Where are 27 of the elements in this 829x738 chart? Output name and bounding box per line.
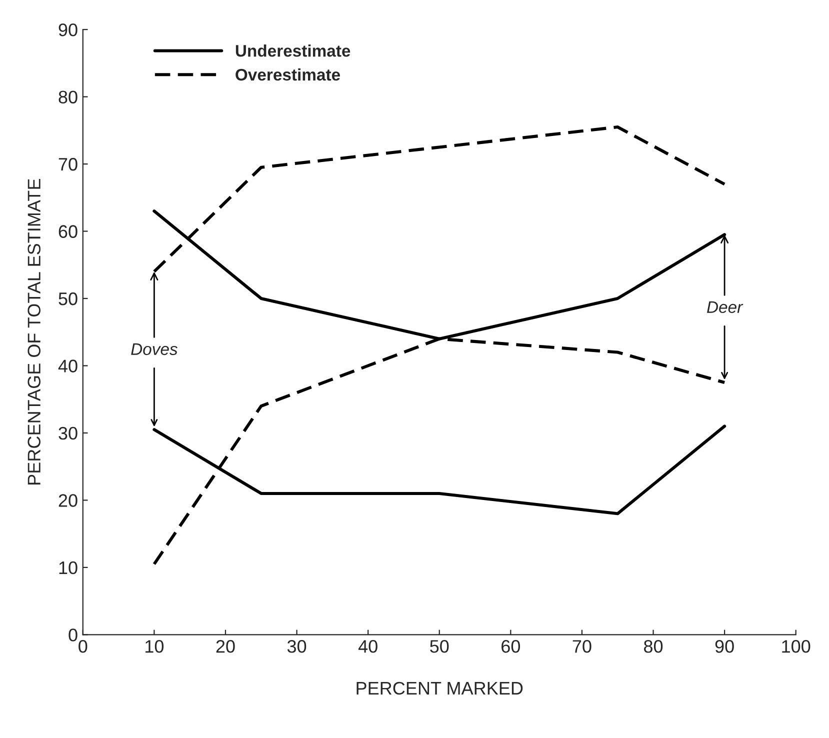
y-tick-label: 80 <box>58 90 78 104</box>
legend-label: Overestimate <box>236 68 340 81</box>
x-tick-label: 50 <box>430 640 449 653</box>
x-tick-label: 20 <box>216 640 235 653</box>
x-tick-label: 90 <box>715 640 734 653</box>
x-tick-label: 40 <box>358 640 378 653</box>
x-axis-title: PERCENT MARKED <box>356 682 523 695</box>
y-tick-label: 70 <box>58 158 78 171</box>
y-axis-title: PERCENTAGE OF TOTAL ESTIMATE <box>28 179 40 484</box>
x-tick-label: 0 <box>78 640 88 653</box>
x-tick-label: 60 <box>502 640 520 653</box>
y-tick-label: 0 <box>68 628 78 642</box>
x-tick-label: 100 <box>782 640 810 653</box>
y-tick-label: 20 <box>58 494 78 507</box>
x-tick-label: 70 <box>572 640 592 653</box>
y-tick-label: 10 <box>59 561 78 574</box>
legend-label: Underestimate <box>236 44 350 57</box>
y-tick-label: 90 <box>58 23 78 36</box>
x-tick-label: 80 <box>644 640 663 653</box>
x-tick-label: 10 <box>146 640 164 653</box>
annotation: Doves <box>131 343 178 356</box>
y-tick-label: 30 <box>58 426 78 440</box>
annotation: Deer <box>707 301 744 314</box>
y-tick-label: 50 <box>58 292 78 306</box>
y-tick-label: 60 <box>58 225 78 238</box>
x-tick-label: 30 <box>287 640 306 653</box>
y-tick-label: 40 <box>58 360 78 372</box>
